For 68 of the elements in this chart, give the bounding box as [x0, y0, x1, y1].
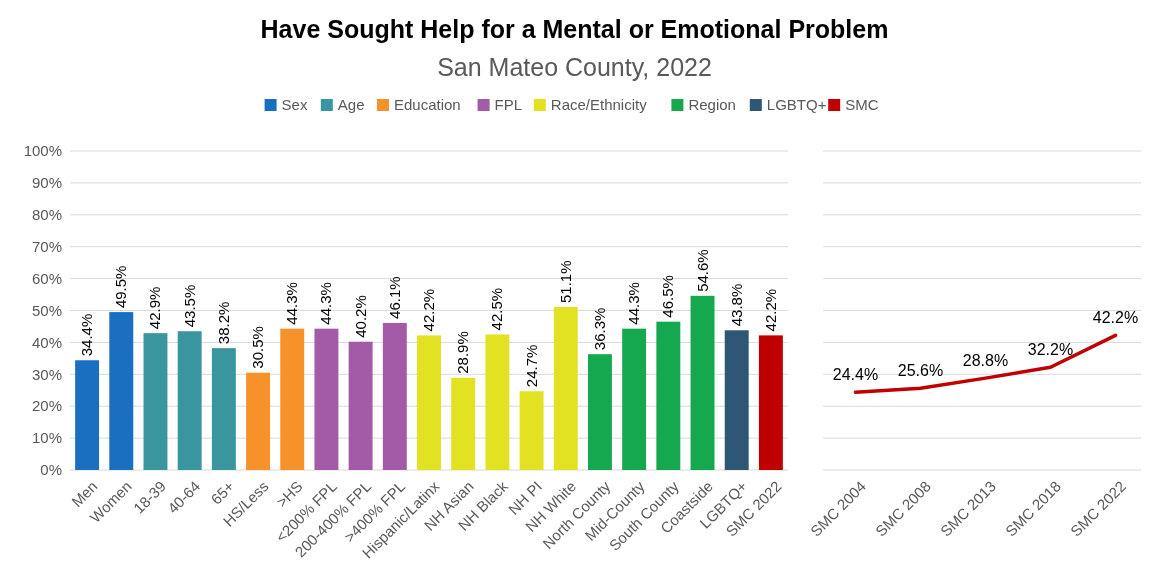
bar: [246, 372, 271, 470]
data-label: 28.9%: [454, 331, 472, 374]
data-label: 49.5%: [112, 265, 130, 309]
data-label: 44.3%: [317, 282, 335, 325]
bar: [553, 306, 578, 470]
data-label: 24.7%: [522, 344, 540, 388]
data-label: 51.1%: [556, 260, 574, 303]
data-label: 43.5%: [180, 284, 198, 328]
legend-label: LGBTQ+: [766, 96, 827, 114]
legend-label: FPL: [494, 96, 523, 114]
data-label: 25.6%: [897, 362, 944, 380]
bar: [622, 328, 647, 470]
legend-label: Race/Ethnicity: [550, 96, 648, 114]
legend-label: Region: [688, 96, 736, 114]
bar: [382, 322, 407, 470]
data-label: 40.2%: [351, 295, 369, 338]
y-tick-label: 80%: [31, 206, 62, 224]
bar: [280, 328, 305, 470]
data-label: 38.2%: [214, 301, 232, 345]
data-label: 44.3%: [283, 282, 301, 325]
bar: [143, 333, 168, 470]
y-tick-label: 10%: [31, 429, 62, 447]
bar: [314, 328, 339, 470]
y-tick-label: 50%: [31, 301, 62, 319]
y-tick-label: 20%: [31, 397, 62, 415]
legend-label: Age: [337, 96, 365, 114]
bar: [758, 335, 783, 470]
y-tick-label: 100%: [23, 142, 62, 160]
y-tick-label: 30%: [31, 365, 62, 383]
bar: [75, 360, 100, 470]
chart-title: Have Sought Help for a Mental or Emotional Problem: [260, 15, 889, 43]
y-tick-label: 40%: [31, 333, 62, 351]
data-label: 34.4%: [78, 313, 96, 357]
bar: [451, 377, 476, 470]
bar: [485, 334, 510, 470]
bar: [519, 391, 544, 470]
bar: [417, 335, 441, 470]
data-label: 42.9%: [146, 286, 164, 330]
data-label: 28.8%: [962, 352, 1009, 370]
bar: [656, 321, 681, 470]
bar: [177, 331, 202, 470]
data-label: 24.4%: [832, 366, 879, 384]
y-tick-label: 60%: [31, 269, 62, 287]
bar: [724, 330, 749, 470]
y-tick-label: 0%: [40, 461, 62, 479]
data-label: 44.3%: [625, 282, 643, 325]
legend-label: Sex: [281, 96, 308, 114]
chart-subtitle: San Mateo County, 2022: [437, 53, 712, 81]
y-tick-label: 90%: [31, 174, 62, 192]
data-label: 46.5%: [659, 275, 677, 318]
data-label: 42.2%: [1092, 309, 1139, 327]
bar: [211, 348, 236, 470]
data-label: 30.5%: [249, 326, 267, 369]
data-label: 42.2%: [420, 288, 437, 332]
legend-label: SMC: [845, 96, 879, 114]
data-label: 43.8%: [727, 283, 745, 327]
data-label: 32.2%: [1027, 341, 1074, 359]
bar: [690, 295, 715, 470]
data-label: 42.2%: [761, 288, 779, 332]
data-label: 46.1%: [385, 276, 403, 319]
y-tick-label: 70%: [31, 237, 62, 255]
bar: [109, 312, 134, 470]
bar: [348, 341, 373, 470]
bar: [587, 354, 612, 470]
data-label: 42.5%: [488, 287, 506, 331]
data-label: 36.3%: [590, 307, 608, 351]
legend-label: Education: [394, 96, 461, 114]
data-label: 54.6%: [693, 249, 711, 292]
